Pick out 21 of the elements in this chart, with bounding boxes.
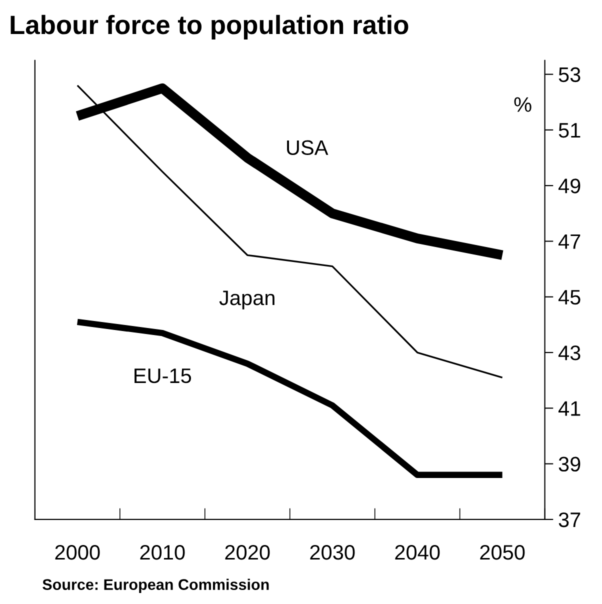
series-label: USA [287,140,328,156]
y-tick-label: 41 [558,401,580,416]
y-axis-title: % [514,97,532,112]
y-tick-label: 43 [558,346,580,360]
x-tick-label: 2000 [55,544,100,560]
x-tick-label: 2020 [225,544,270,560]
y-tick-label: 49 [558,178,580,194]
y-tick-label: 53 [558,67,580,82]
y-tick-label: 37 [558,512,580,528]
y-tick-label: 51 [558,123,580,138]
series-label: Japan [219,290,274,310]
x-tick-label: 2040 [395,544,440,560]
y-tick-label: 47 [558,234,580,249]
chart-title: Labour force to population ratio [10,14,408,40]
source-note: Source: European Commission [42,578,269,593]
y-tick-label: 39 [558,456,580,472]
series-label: EU-15 [134,368,192,384]
x-tick-label: 2050 [480,544,525,560]
x-tick-label: 2010 [140,544,185,560]
x-tick-label: 2030 [310,544,355,560]
y-tick-label: 45 [558,290,580,305]
